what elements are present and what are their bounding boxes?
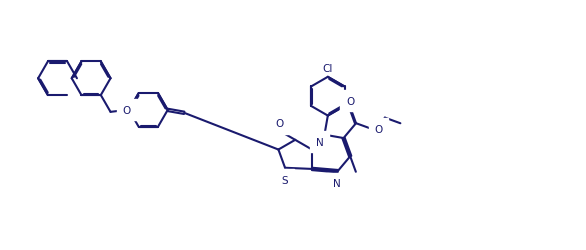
Text: N: N bbox=[333, 178, 340, 188]
Text: O: O bbox=[346, 96, 354, 106]
Text: O: O bbox=[123, 106, 131, 116]
Text: N: N bbox=[316, 137, 323, 147]
Text: O: O bbox=[275, 119, 284, 128]
Text: O: O bbox=[374, 124, 383, 134]
Text: Cl: Cl bbox=[323, 64, 333, 74]
Text: S: S bbox=[282, 175, 288, 185]
